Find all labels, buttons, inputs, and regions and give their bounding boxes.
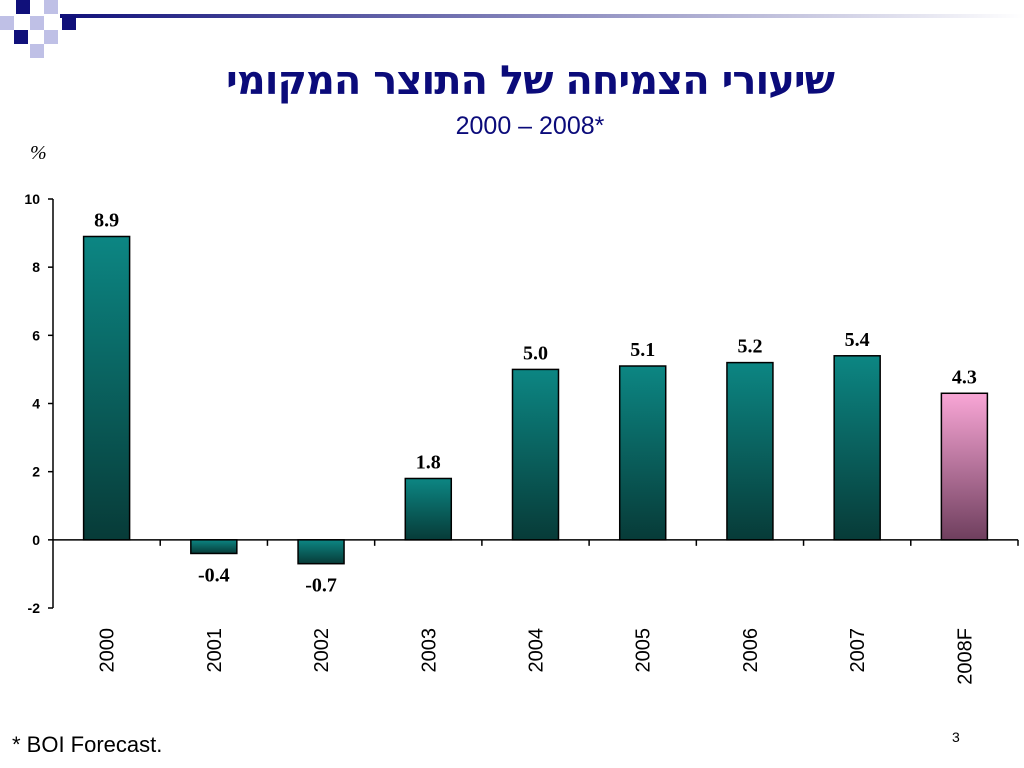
corner-decoration [0, 0, 1024, 58]
data-label: 5.0 [523, 342, 548, 364]
forecast-bar [940, 392, 989, 541]
data-label: 1.8 [416, 451, 441, 473]
decoration-square [44, 30, 58, 44]
data-bar [297, 539, 345, 565]
category-label: 2008F [954, 628, 976, 685]
page-number: 3 [952, 729, 960, 745]
y-tick-label: 6 [32, 327, 40, 343]
chart-title: שיעורי הצמיחה של התוצר המקומי [226, 58, 835, 104]
decoration-square [30, 16, 44, 30]
category-label: 2006 [740, 628, 762, 673]
y-tick-label: 2 [32, 464, 40, 480]
data-label: 4.3 [952, 366, 977, 388]
y-tick-label: 0 [32, 532, 40, 548]
y-tick-label: 10 [24, 191, 40, 207]
data-bar [511, 368, 560, 541]
y-axis-unit-label: % [30, 142, 47, 164]
category-label: 2002 [311, 628, 333, 673]
data-bar [190, 539, 238, 555]
decoration-square [14, 30, 28, 44]
y-tick-label: 8 [32, 259, 40, 275]
category-label: 2000 [97, 628, 119, 673]
y-tick-label: -2 [28, 600, 41, 616]
footnote: * BOI Forecast. [12, 732, 163, 757]
decoration-square [62, 16, 76, 30]
data-label: 5.4 [845, 329, 870, 351]
header-gradient-bar [60, 14, 1024, 18]
category-label: 2004 [526, 628, 548, 673]
category-label: 2007 [847, 628, 869, 673]
category-label: 2001 [204, 628, 226, 673]
y-tick-label: 4 [32, 396, 40, 412]
category-label: 2005 [633, 628, 655, 673]
data-label: 5.2 [737, 336, 762, 358]
decoration-square [0, 16, 14, 30]
data-label: -0.4 [198, 564, 230, 586]
decoration-square [30, 44, 44, 58]
data-label: -0.7 [305, 575, 337, 597]
data-bar [404, 477, 453, 541]
data-bar [833, 355, 881, 541]
data-bar [726, 361, 774, 541]
data-label: 5.1 [630, 339, 655, 361]
data-label: 8.9 [94, 209, 119, 231]
data-bar [618, 365, 667, 541]
category-label: 2003 [418, 628, 440, 673]
chart-subtitle: 2000 – 2008* [455, 112, 605, 140]
data-bar [82, 235, 131, 541]
decoration-square [16, 0, 30, 14]
decoration-square [44, 0, 58, 14]
